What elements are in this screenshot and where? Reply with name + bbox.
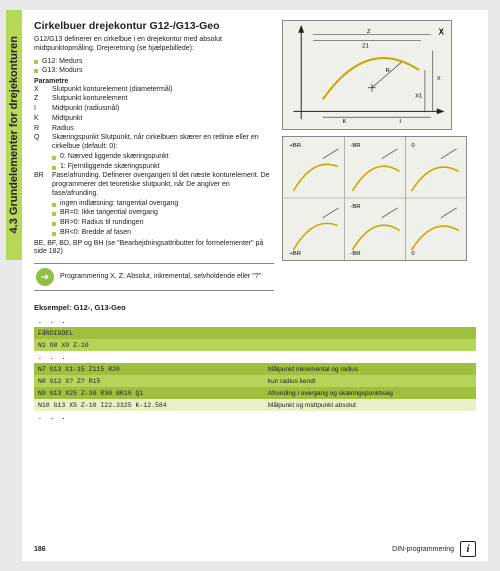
- svg-text:X: X: [438, 28, 444, 37]
- br-sub-bullets: ingen indlæsning: tangential overgang BR…: [52, 200, 274, 238]
- code-example-table: . . .FÆRDIGDELN1 G0 X0 Z-10. . .N7 G13 X…: [34, 315, 476, 423]
- code-desc: Målpunkt og midtpunkt absolut: [264, 399, 476, 411]
- svg-text:-BR: -BR: [350, 143, 360, 149]
- svg-text:-BR: -BR: [350, 251, 360, 257]
- svg-text:+BR: +BR: [289, 251, 301, 257]
- svg-text:R: R: [385, 68, 389, 74]
- svg-text:X1: X1: [415, 94, 422, 100]
- code-desc: [264, 315, 476, 327]
- code-desc: Afrunding i overgang og skæringspunktval…: [264, 387, 476, 399]
- svg-text:+BR: +BR: [289, 143, 301, 149]
- code-cell: . . .: [34, 351, 264, 363]
- svg-text:Z1: Z1: [362, 44, 369, 50]
- code-cell: . . .: [34, 315, 264, 327]
- code-desc: [264, 327, 476, 339]
- intro-text: G12/G13 definerer en cirkelbue i en drej…: [34, 36, 274, 54]
- code-desc: [264, 339, 476, 351]
- code-cell: N10 G13 X5 Z-10 I22.3325 K-12.584: [34, 399, 264, 411]
- code-desc: kun radius kendt: [264, 375, 476, 387]
- parameters-list: XSlutpunkt konturelement (diametermål) Z…: [34, 86, 274, 152]
- q-sub-bullets: 0: Nærved liggende skæringspunkt 1: Fjer…: [52, 153, 274, 172]
- svg-text:Z: Z: [367, 29, 371, 35]
- side-tab-label: 4.3 Grundelementer for drejekonturen: [8, 36, 20, 233]
- svg-text:X: X: [436, 76, 440, 82]
- code-cell: . . .: [34, 411, 264, 423]
- right-column: X Z Z1 R K I: [282, 20, 476, 299]
- code-desc: [264, 411, 476, 423]
- code-desc: Målpunkt inkremental og radius: [264, 363, 476, 375]
- side-tab: 4.3 Grundelementer for drejekonturen: [6, 10, 22, 260]
- page: Cirkelbuer drejekontur G12-/G13-Geo G12/…: [22, 10, 488, 561]
- code-cell: FÆRDIGDEL: [34, 327, 264, 339]
- diagram-arc-geometry: X Z Z1 R K I: [282, 20, 452, 130]
- code-cell: N9 G13 X25 Z-30 R30 BR10 Q1: [34, 387, 264, 399]
- svg-text:-BR: -BR: [350, 204, 360, 210]
- example-heading: Eksempel: G12-, G13-Geo: [34, 303, 476, 312]
- footer-section: DIN-programmering: [392, 546, 454, 553]
- intro-bullets: G12: Medurs G13: Modurs: [34, 57, 274, 75]
- bullet-item: G12: Medurs: [34, 57, 274, 66]
- diagram-br-cases: +BR -BR 0 -BR +BR -BR 0: [282, 136, 467, 261]
- info-icon: i: [460, 541, 476, 557]
- page-number: 186: [34, 546, 46, 553]
- bullet-item: G13: Modurs: [34, 66, 274, 75]
- note-text: Programmering X, Z: Absolut, inkremental…: [60, 273, 261, 282]
- page-title: Cirkelbuer drejekontur G12-/G13-Geo: [34, 20, 274, 32]
- page-footer: 186 DIN-programmering i: [34, 541, 476, 557]
- code-cell: N1 G0 X0 Z-10: [34, 339, 264, 351]
- note-box: ➔ Programmering X, Z: Absolut, inkrement…: [34, 263, 274, 291]
- code-cell: N8 G12 X? Z? R15: [34, 375, 264, 387]
- code-desc: [264, 351, 476, 363]
- code-cell: N7 G13 X1-15 Z115 R20: [34, 363, 264, 375]
- svg-text:K: K: [342, 119, 346, 125]
- arrow-icon: ➔: [36, 268, 54, 286]
- see-also-note: BE, BF, BD, BP og BH (se "Bearbejdningsa…: [34, 240, 274, 258]
- parameters-heading: Parametre: [34, 78, 274, 85]
- left-column: Cirkelbuer drejekontur G12-/G13-Geo G12/…: [34, 20, 274, 299]
